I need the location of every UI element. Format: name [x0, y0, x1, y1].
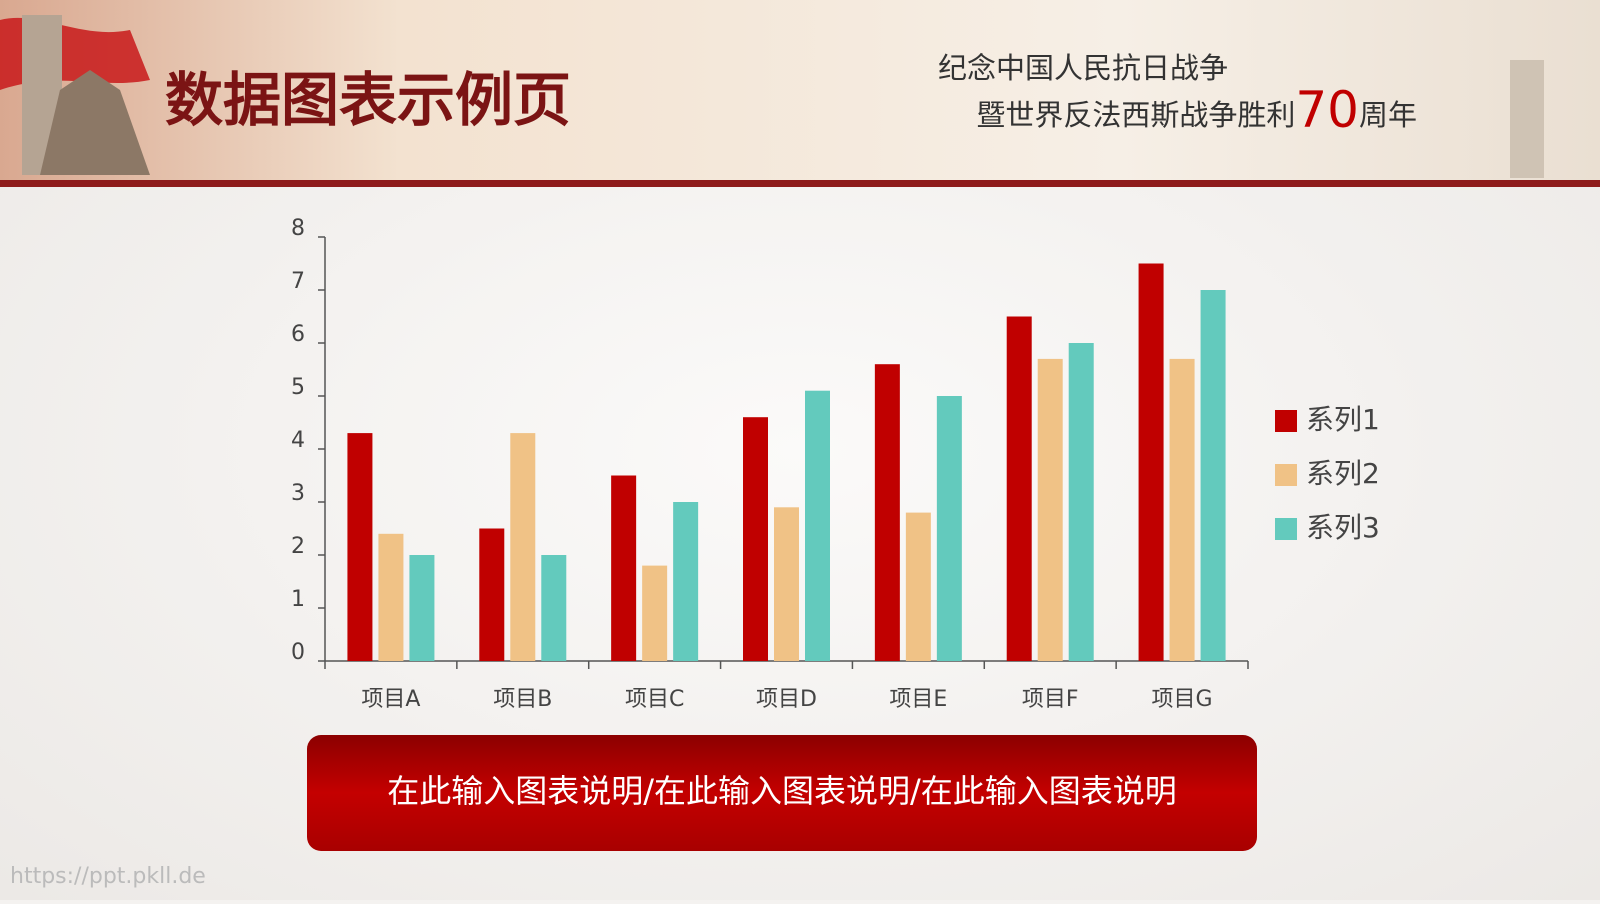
x-tick-label: 项目A	[361, 687, 420, 712]
bar	[510, 433, 536, 661]
subtitle: 纪念中国人民抗日战争	[938, 51, 1228, 85]
bar	[409, 555, 435, 661]
x-tick-label: 项目C	[625, 687, 684, 712]
pillar-decoration	[1510, 60, 1544, 178]
caption: 在此输入图表说明/在此输入图表说明/在此输入图表说明	[387, 772, 1177, 810]
y-tick-label: 5	[291, 375, 305, 400]
bar	[805, 390, 830, 661]
bar	[1037, 358, 1063, 661]
subtitle: 暨世界反法西斯战争胜利70周年	[976, 81, 1417, 139]
subtitle-number: 70	[1295, 81, 1359, 139]
statue-decoration	[40, 70, 150, 175]
bar	[874, 364, 900, 661]
legend-swatch	[1275, 410, 1297, 432]
subtitle-part: 周年	[1359, 98, 1417, 132]
bar	[774, 507, 799, 661]
y-tick-label: 2	[291, 534, 305, 559]
y-tick-label: 8	[291, 216, 305, 241]
legend-label: 系列1	[1306, 403, 1380, 436]
x-tick-label: 项目B	[493, 687, 552, 712]
y-tick-label: 4	[291, 428, 305, 453]
bar	[347, 433, 373, 661]
x-tick-label: 项目F	[1022, 687, 1079, 712]
y-tick-label: 7	[291, 269, 305, 294]
y-tick-label: 3	[291, 481, 305, 506]
bar	[1138, 263, 1164, 661]
bar	[905, 512, 931, 661]
bar	[479, 528, 505, 661]
bar	[642, 565, 668, 661]
header-rule	[0, 180, 1600, 187]
legend-label: 系列3	[1306, 511, 1380, 544]
bar	[936, 396, 962, 661]
watermark: https://ppt.pkll.de	[10, 864, 206, 889]
bar	[378, 533, 404, 661]
y-tick-label: 1	[291, 587, 305, 612]
bar	[541, 555, 567, 661]
y-tick-label: 6	[291, 322, 305, 347]
bar	[1006, 316, 1032, 661]
bar	[743, 417, 768, 661]
bar	[611, 475, 637, 661]
legend-swatch	[1275, 464, 1297, 486]
page-title: 数据图表示例页	[165, 66, 571, 134]
bar	[1169, 358, 1195, 661]
x-tick-label: 项目E	[889, 687, 947, 712]
legend-swatch	[1275, 518, 1297, 540]
bar	[1200, 290, 1226, 661]
caption-box	[307, 735, 1257, 851]
x-tick-label: 项目D	[756, 687, 817, 712]
y-tick-label: 0	[291, 640, 305, 665]
bar	[673, 502, 699, 661]
subtitle-part: 暨世界反法西斯战争胜利	[976, 98, 1295, 132]
legend-label: 系列2	[1306, 457, 1380, 490]
bar	[1068, 343, 1094, 661]
header-band	[0, 0, 1600, 184]
x-tick-label: 项目G	[1152, 687, 1213, 712]
